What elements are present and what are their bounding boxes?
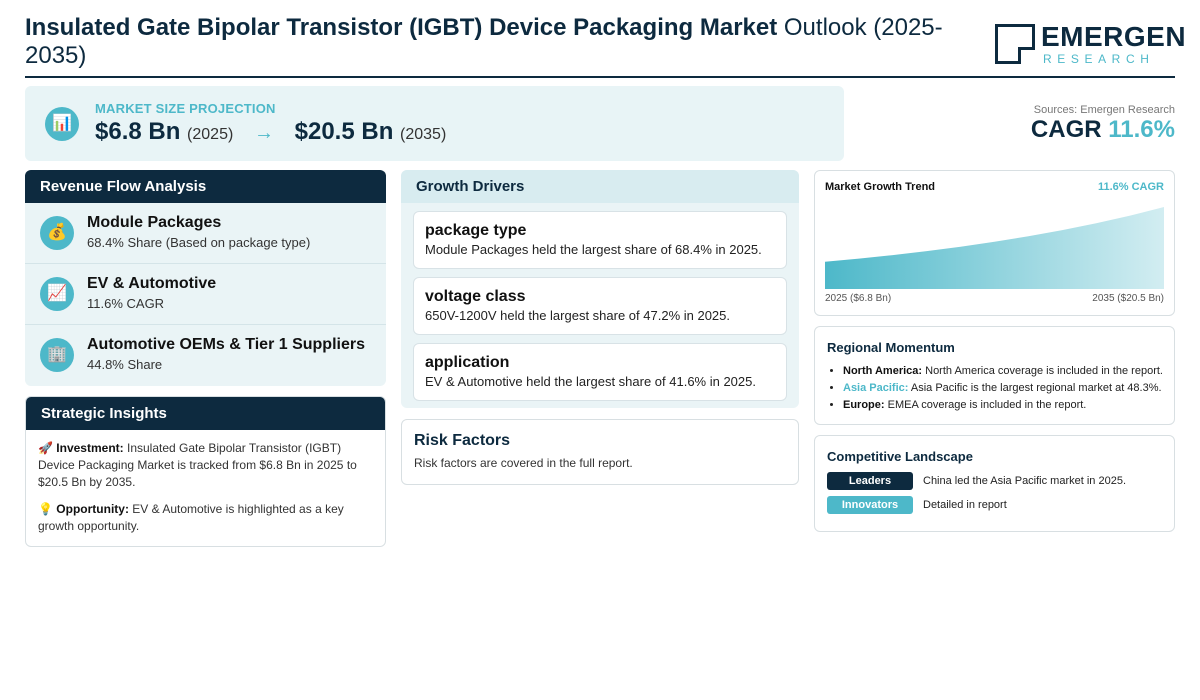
rocket-icon: 🚀 <box>38 441 53 455</box>
region-label: Asia Pacific: <box>843 382 909 394</box>
money-bag-icon: 💰 <box>40 216 74 250</box>
projection-start-value: $6.8 Bn <box>95 118 181 145</box>
region-item: North America: North America coverage is… <box>843 363 1168 380</box>
logo-name: EMERGEN <box>1041 21 1187 52</box>
market-growth-trend-panel: Market Growth Trend 11.6% CAGR 2025 ($6.… <box>814 170 1175 316</box>
investment-insight: 🚀 Investment: Insulated Gate Bipolar Tra… <box>38 440 373 491</box>
opportunity-label: Opportunity: <box>56 502 129 516</box>
sources-text: Sources: Emergen Research <box>1033 104 1175 116</box>
investment-text: Insulated Gate Bipolar Transistor (IGBT)… <box>38 441 357 489</box>
growth-drivers-panel: Growth Drivers package type Module Packa… <box>401 170 799 408</box>
revenue-item-title: Automotive OEMs & Tier 1 Suppliers <box>87 336 365 353</box>
emergen-logo: EMERGEN RESEARCH <box>995 22 1186 66</box>
driver-text: Module Packages held the largest share o… <box>425 242 762 257</box>
revenue-item: 📈 EV & Automotive 11.6% CAGR <box>25 264 386 325</box>
projection-end-year: (2035) <box>400 126 447 143</box>
region-item: Asia Pacific: Asia Pacific is the larges… <box>843 380 1168 397</box>
region-label: Europe: <box>843 399 885 411</box>
risk-factors-panel: Risk Factors Risk factors are covered in… <box>401 419 799 485</box>
revenue-item: 💰 Module Packages 68.4% Share (Based on … <box>25 203 386 264</box>
arrow-right-icon: → <box>253 122 274 144</box>
trend-start-label: 2025 ($6.8 Bn) <box>825 293 892 304</box>
leaders-text: China led the Asia Pacific market in 202… <box>923 475 1127 487</box>
opportunity-text: EV & Automotive is highlighted as a key … <box>38 502 344 533</box>
trend-up-icon: 📈 <box>40 277 74 311</box>
revenue-item: 🏢 Automotive OEMs & Tier 1 Suppliers 44.… <box>25 325 386 386</box>
region-text: EMEA coverage is included in the report. <box>887 399 1087 411</box>
logo-mark-icon <box>995 24 1035 64</box>
revenue-item-title: EV & Automotive <box>87 275 217 292</box>
revenue-item-subtitle: 44.8% Share <box>87 357 163 372</box>
office-building-icon: 🏢 <box>40 338 74 372</box>
market-size-projection: 📊 MARKET SIZE PROJECTION $6.8 Bn (2025) … <box>25 86 844 161</box>
projection-values: $6.8 Bn (2025) → $20.5 Bn (2035) <box>95 118 446 146</box>
projection-start-year: (2025) <box>187 126 234 143</box>
projection-label: MARKET SIZE PROJECTION <box>95 101 276 116</box>
trend-area-chart <box>825 207 1164 289</box>
risk-factors-heading: Risk Factors <box>414 432 511 449</box>
driver-card: voltage class 650V-1200V held the larges… <box>413 277 787 335</box>
cagr-summary: CAGR 11.6% <box>1031 116 1175 144</box>
cagr-label: CAGR <box>1030 116 1102 143</box>
page-title-rest: Outlook (2025-2035) <box>25 14 943 69</box>
revenue-item-subtitle: 68.4% Share (Based on package type) <box>87 235 311 250</box>
revenue-item-subtitle: 11.6% CAGR <box>87 296 165 311</box>
logo-subtitle: RESEARCH <box>1043 52 1155 66</box>
region-label: North America: <box>843 365 923 377</box>
trend-cagr: 11.6% CAGR <box>1097 181 1164 193</box>
bar-chart-icon: 📊 <box>45 107 79 141</box>
investment-label: Investment: <box>56 441 124 455</box>
revenue-flow-panel: Revenue Flow Analysis 💰 Module Packages … <box>25 170 386 386</box>
region-text: Asia Pacific is the largest regional mar… <box>910 382 1162 394</box>
driver-title: package type <box>425 222 527 239</box>
competitive-landscape-heading: Competitive Landscape <box>827 449 973 464</box>
driver-card: application EV & Automotive held the lar… <box>413 343 787 401</box>
driver-card: package type Module Packages held the la… <box>413 211 787 269</box>
strategic-insights-panel: Strategic Insights 🚀 Investment: Insulat… <box>25 396 386 547</box>
cagr-value: 11.6% <box>1108 116 1175 143</box>
leaders-badge: Leaders <box>827 472 913 490</box>
page-title-bold: Insulated Gate Bipolar Transistor (IGBT)… <box>25 14 778 41</box>
page-title: Insulated Gate Bipolar Transistor (IGBT)… <box>25 14 965 70</box>
page-header: Insulated Gate Bipolar Transistor (IGBT)… <box>25 14 1186 78</box>
growth-drivers-heading: Growth Drivers <box>401 170 799 203</box>
driver-title: application <box>425 354 510 371</box>
regional-list: North America: North America coverage is… <box>843 363 1168 414</box>
risk-factors-text: Risk factors are covered in the full rep… <box>414 456 633 470</box>
driver-text: EV & Automotive held the largest share o… <box>425 374 756 389</box>
competitive-landscape-panel: Competitive Landscape Leaders China led … <box>814 435 1175 532</box>
regional-momentum-heading: Regional Momentum <box>827 340 955 355</box>
revenue-flow-heading: Revenue Flow Analysis <box>25 170 386 203</box>
trend-title: Market Growth Trend <box>825 181 936 193</box>
trend-end-label: 2035 ($20.5 Bn) <box>1092 293 1164 304</box>
opportunity-insight: 💡 Opportunity: EV & Automotive is highli… <box>38 501 373 535</box>
region-item: Europe: EMEA coverage is included in the… <box>843 397 1168 414</box>
revenue-item-title: Module Packages <box>87 214 222 231</box>
driver-text: 650V-1200V held the largest share of 47.… <box>425 308 730 323</box>
projection-end-value: $20.5 Bn <box>294 118 394 145</box>
trend-area <box>825 207 1164 289</box>
regional-momentum-panel: Regional Momentum North America: North A… <box>814 326 1175 425</box>
driver-title: voltage class <box>425 288 526 305</box>
innovators-text: Detailed in report <box>923 499 1007 511</box>
strategic-insights-heading: Strategic Insights <box>26 397 385 430</box>
innovators-badge: Innovators <box>827 496 913 514</box>
region-text: North America coverage is included in th… <box>925 365 1163 377</box>
lightbulb-icon: 💡 <box>38 502 53 516</box>
